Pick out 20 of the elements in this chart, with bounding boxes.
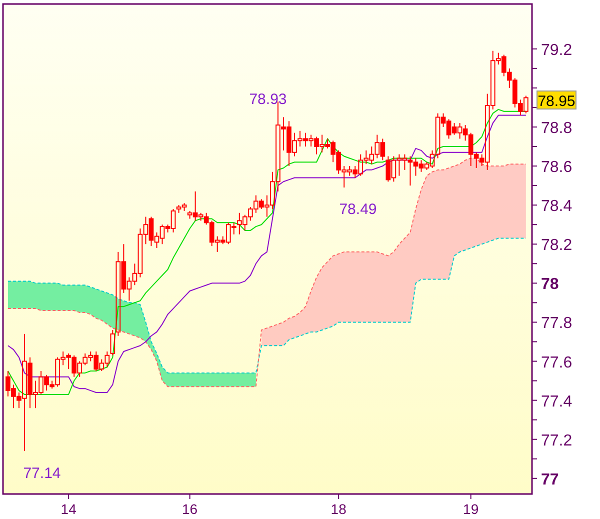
x-tick-label: 16 xyxy=(182,501,198,517)
y-tick-label: 78.8 xyxy=(541,120,572,137)
x-tick-label: 14 xyxy=(60,501,77,517)
y-tick-label: 77.8 xyxy=(541,315,572,332)
line-series xyxy=(7,238,526,374)
y-tick-label: 77 xyxy=(541,471,559,488)
annotation: 78.49 xyxy=(339,201,377,218)
y-tick-label: 78.4 xyxy=(541,198,572,216)
y-tick-label: 78.6 xyxy=(541,159,572,176)
annotation: 78.93 xyxy=(249,91,287,108)
text: 78.95 xyxy=(538,93,576,110)
y-tick-label: 78.2 xyxy=(541,237,572,254)
y-tick-label: 77.2 xyxy=(541,432,572,450)
y-tick-label: 79.2 xyxy=(541,42,572,59)
y-tick-label: 78 xyxy=(541,276,559,294)
x-tick-label: 19 xyxy=(463,501,479,517)
y-tick-label: 77.4 xyxy=(541,393,572,410)
x-tick-label: 18 xyxy=(330,501,347,517)
annotation: 77.14 xyxy=(23,465,61,482)
y-tick-label: 77.6 xyxy=(541,354,572,372)
